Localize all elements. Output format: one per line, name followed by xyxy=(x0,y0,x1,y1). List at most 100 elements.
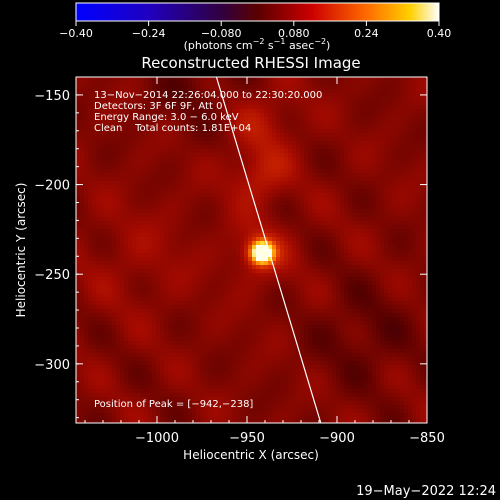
heatmap-cell xyxy=(388,165,392,169)
heatmap-cell xyxy=(100,265,104,269)
heatmap-cell xyxy=(84,233,88,237)
heatmap-cell xyxy=(168,117,172,121)
heatmap-cell xyxy=(224,169,228,173)
heatmap-cell xyxy=(412,285,416,289)
heatmap-cell xyxy=(316,265,320,269)
heatmap-cell xyxy=(332,137,336,141)
heatmap-cell xyxy=(284,93,288,97)
heatmap-cell xyxy=(344,209,348,213)
heatmap-cell xyxy=(384,89,388,93)
heatmap-cell xyxy=(288,145,292,149)
heatmap-cell xyxy=(104,193,108,197)
heatmap-cell xyxy=(228,161,232,165)
heatmap-cell xyxy=(188,269,192,273)
heatmap-cell xyxy=(200,137,204,141)
heatmap-cell xyxy=(400,269,404,273)
heatmap-cell xyxy=(192,93,196,97)
heatmap-cell xyxy=(288,169,292,173)
heatmap-cell xyxy=(312,109,316,113)
heatmap-cell xyxy=(304,265,308,269)
heatmap-cell xyxy=(268,89,272,93)
heatmap-cell xyxy=(232,85,236,89)
heatmap-cell xyxy=(228,201,232,205)
heatmap-cell xyxy=(332,177,336,181)
heatmap-cell xyxy=(264,109,268,113)
heatmap-cell xyxy=(132,153,136,157)
heatmap-cell xyxy=(204,153,208,157)
heatmap-cell xyxy=(144,193,148,197)
heatmap-cell xyxy=(412,97,416,101)
heatmap-cell xyxy=(276,169,280,173)
heatmap-cell xyxy=(248,297,252,301)
heatmap-cell xyxy=(172,265,176,269)
heatmap-cell xyxy=(120,197,124,201)
heatmap-cell xyxy=(156,265,160,269)
heatmap-cell xyxy=(88,133,92,137)
heatmap-cell xyxy=(248,289,252,293)
heatmap-cell xyxy=(184,129,188,133)
heatmap-cell xyxy=(320,277,324,281)
heatmap-cell xyxy=(208,157,212,161)
heatmap-cell xyxy=(88,85,92,89)
heatmap-cell xyxy=(124,177,128,181)
heatmap-cell xyxy=(360,81,364,85)
heatmap-cell xyxy=(196,241,200,245)
heatmap-cell xyxy=(224,129,228,133)
heatmap-cell xyxy=(76,85,80,89)
heatmap-cell xyxy=(356,133,360,137)
heatmap-cell xyxy=(420,221,424,225)
heatmap-cell xyxy=(140,137,144,141)
heatmap-cell xyxy=(176,249,180,253)
heatmap-cell xyxy=(160,181,164,185)
heatmap-cell xyxy=(140,173,144,177)
heatmap-cell xyxy=(212,105,216,109)
heatmap-cell xyxy=(308,181,312,185)
heatmap-cell xyxy=(308,285,312,289)
heatmap-cell xyxy=(336,197,340,201)
heatmap-cell xyxy=(144,137,148,141)
heatmap-cell xyxy=(124,169,128,173)
heatmap-cell xyxy=(172,293,176,297)
heatmap-cell xyxy=(228,77,232,81)
heatmap-cell xyxy=(392,217,396,221)
heatmap-cell xyxy=(320,213,324,217)
heatmap-cell xyxy=(160,105,164,109)
heatmap-cell xyxy=(308,145,312,149)
heatmap-cell xyxy=(360,249,364,253)
heatmap-cell xyxy=(280,141,284,145)
heatmap-cell xyxy=(128,149,132,153)
heatmap-cell xyxy=(152,233,156,237)
heatmap-cell xyxy=(92,245,96,249)
heatmap-cell xyxy=(404,261,408,265)
heatmap-cell xyxy=(148,125,152,129)
heatmap-cell xyxy=(396,237,400,241)
heatmap-cell xyxy=(296,277,300,281)
heatmap-cell xyxy=(424,121,427,125)
heatmap-cell xyxy=(408,257,412,261)
heatmap-cell xyxy=(148,145,152,149)
heatmap-cell xyxy=(204,197,208,201)
heatmap-cell xyxy=(76,241,80,245)
heatmap-cell xyxy=(84,289,88,293)
heatmap-cell xyxy=(140,277,144,281)
heatmap-cell xyxy=(168,237,172,241)
heatmap-cell xyxy=(284,229,288,233)
heatmap-cell xyxy=(128,97,132,101)
heatmap-cell xyxy=(140,89,144,93)
heatmap-cell xyxy=(328,177,332,181)
heatmap-cell xyxy=(348,109,352,113)
heatmap-cell xyxy=(412,229,416,233)
heatmap-cell xyxy=(228,149,232,153)
heatmap-cell xyxy=(168,101,172,105)
heatmap-cell xyxy=(120,181,124,185)
heatmap-cell xyxy=(408,97,412,101)
heatmap-cell xyxy=(272,177,276,181)
heatmap-cell xyxy=(360,77,364,81)
heatmap-cell xyxy=(112,253,116,257)
heatmap-cell xyxy=(132,157,136,161)
heatmap-cell xyxy=(212,273,216,277)
heatmap-cell xyxy=(220,273,224,277)
heatmap-cell xyxy=(204,229,208,233)
heatmap-cell xyxy=(352,193,356,197)
heatmap-cell xyxy=(424,217,427,221)
